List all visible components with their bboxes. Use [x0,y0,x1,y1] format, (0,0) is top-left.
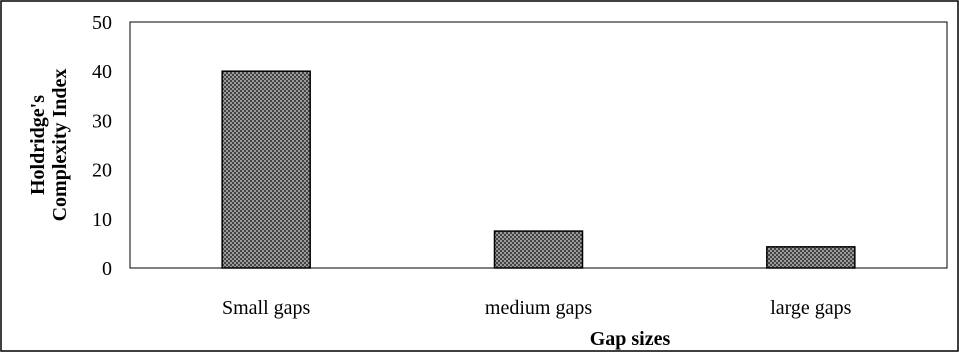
y-axis-title: Holdridge's Complexity Index [27,69,71,222]
y-tick-label: 20 [92,160,112,182]
bar-small-gaps [221,70,311,269]
x-axis-labels: Small gaps medium gaps large gaps [222,297,852,319]
bar-medium-gaps [493,230,584,269]
y-tick-label: 30 [92,110,112,132]
x-tick-label: large gaps [770,297,851,319]
y-axis-ticks: 0 10 20 30 40 50 [92,12,112,280]
y-axis-title-line-2: Complexity Index [49,69,71,222]
bar-large-gaps [766,246,856,269]
y-tick-label: 40 [92,61,112,83]
y-tick-label: 50 [92,12,112,34]
y-tick-label: 0 [102,258,112,280]
x-axis-title: Gap sizes [590,328,671,350]
y-tick-label: 10 [92,209,112,231]
x-tick-label: Small gaps [222,297,311,319]
bars [221,70,856,269]
y-axis-title-line-1: Holdridge's [27,95,49,195]
x-tick-label: medium gaps [485,297,592,319]
